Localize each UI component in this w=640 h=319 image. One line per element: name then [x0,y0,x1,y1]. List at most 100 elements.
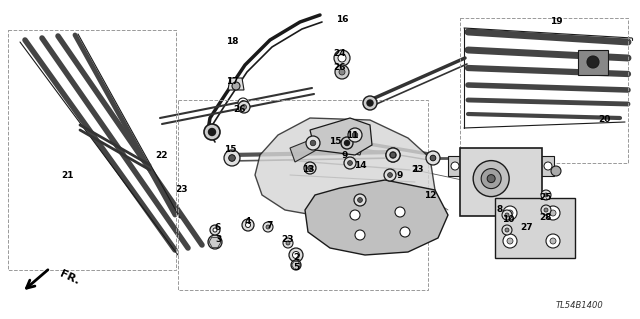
Circle shape [505,228,509,232]
Circle shape [451,162,459,170]
Text: 13: 13 [301,166,314,174]
Circle shape [544,162,552,170]
Circle shape [292,251,300,258]
Circle shape [334,50,350,66]
Circle shape [430,155,436,161]
Text: 27: 27 [521,224,533,233]
Circle shape [352,132,358,138]
Circle shape [503,234,517,248]
Circle shape [505,213,509,217]
Text: 9: 9 [342,151,348,160]
Circle shape [208,235,222,249]
Polygon shape [290,132,365,162]
Text: 9: 9 [397,170,403,180]
Circle shape [213,228,217,232]
Circle shape [507,238,513,244]
Circle shape [546,206,560,220]
Bar [495,198,575,258]
Bar [540,156,554,176]
Circle shape [473,160,509,197]
Circle shape [241,105,246,109]
Text: 26: 26 [234,106,246,115]
Circle shape [210,225,220,235]
Circle shape [587,56,599,68]
Circle shape [550,238,556,244]
Circle shape [344,140,349,145]
Circle shape [541,190,551,200]
Circle shape [246,222,250,227]
Text: 25: 25 [540,194,552,203]
Circle shape [487,174,495,182]
Text: 11: 11 [346,130,358,139]
Circle shape [431,155,435,160]
Text: 7: 7 [267,220,273,229]
Circle shape [204,124,220,140]
Circle shape [502,210,512,220]
Text: 18: 18 [226,38,238,47]
Bar [178,100,428,290]
Circle shape [544,193,548,197]
Text: 15: 15 [224,145,236,154]
Circle shape [310,140,316,146]
Circle shape [266,225,270,229]
Text: 22: 22 [156,151,168,160]
Circle shape [541,205,551,215]
Circle shape [238,98,248,108]
Circle shape [386,148,400,162]
Circle shape [390,152,396,158]
Circle shape [350,210,360,220]
Text: 17: 17 [226,78,238,86]
Circle shape [426,151,440,165]
Circle shape [283,238,293,248]
Text: 6: 6 [215,224,221,233]
Circle shape [400,227,410,237]
Text: 20: 20 [598,115,610,124]
Text: 2: 2 [293,254,299,263]
Text: 8: 8 [497,205,503,214]
Circle shape [551,166,561,176]
Text: 4: 4 [245,218,251,226]
Text: 23: 23 [412,166,424,174]
Circle shape [209,129,216,136]
Circle shape [354,194,366,206]
Circle shape [225,151,239,165]
Circle shape [507,210,513,216]
Text: 10: 10 [502,216,514,225]
Text: 16: 16 [336,16,348,25]
Circle shape [232,82,240,90]
Circle shape [341,137,353,149]
Bar [460,18,628,163]
Circle shape [386,148,400,162]
Text: 28: 28 [540,213,552,222]
Text: 23: 23 [282,235,294,244]
Circle shape [306,136,320,150]
Text: 3: 3 [215,235,221,244]
Circle shape [358,197,362,202]
Circle shape [263,222,273,232]
Circle shape [502,225,512,235]
Circle shape [338,54,346,62]
Text: 19: 19 [550,18,563,26]
Circle shape [229,155,235,161]
Polygon shape [305,180,448,255]
Circle shape [363,96,377,110]
Circle shape [238,101,250,113]
Text: 12: 12 [424,190,436,199]
Circle shape [544,208,548,212]
Circle shape [348,160,353,165]
Text: 5: 5 [293,263,299,272]
Text: FR.: FR. [58,269,81,287]
Circle shape [224,150,240,166]
Text: TL54B1400: TL54B1400 [556,301,604,310]
Text: 23: 23 [176,186,188,195]
Text: 24: 24 [333,49,346,58]
Text: 26: 26 [333,63,346,72]
Bar [578,50,608,75]
Circle shape [390,152,396,158]
Circle shape [308,166,312,170]
Circle shape [344,157,356,169]
Text: 14: 14 [354,160,366,169]
Polygon shape [255,118,435,220]
Circle shape [367,100,373,106]
Bar [8,30,176,270]
